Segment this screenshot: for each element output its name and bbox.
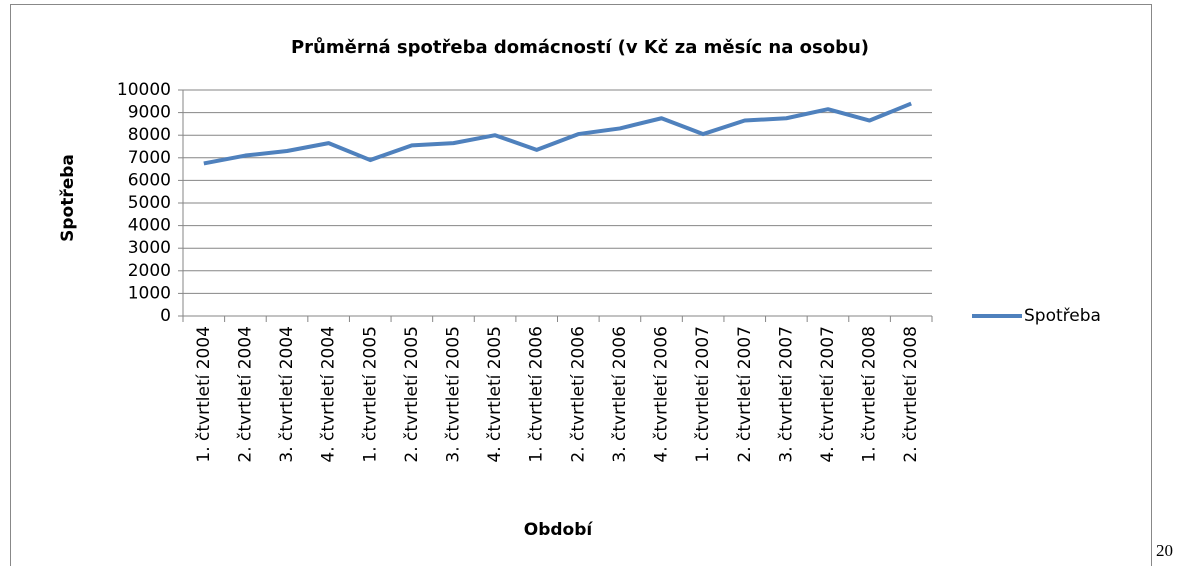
x-tick-label: 3. čtvrtletí 2004 bbox=[277, 326, 297, 463]
page-number: 20 bbox=[1156, 541, 1173, 560]
y-tick-label: 0 bbox=[160, 306, 171, 326]
x-tick-label: 2. čtvrtletí 2005 bbox=[402, 326, 422, 463]
x-tick-label: 2. čtvrtletí 2006 bbox=[568, 326, 588, 463]
y-tick-label: 9000 bbox=[128, 103, 171, 123]
x-tick-label: 3. čtvrtletí 2005 bbox=[443, 326, 463, 463]
y-tick-label: 5000 bbox=[128, 193, 171, 213]
y-tick-label: 4000 bbox=[128, 216, 171, 236]
x-tick-label: 4. čtvrtletí 2006 bbox=[652, 326, 672, 463]
x-axis-title: Období bbox=[524, 520, 594, 540]
x-tick-label: 4. čtvrtletí 2004 bbox=[319, 326, 339, 463]
data-line bbox=[203, 101, 912, 166]
x-tick-label: 1. čtvrtletí 2006 bbox=[527, 326, 547, 463]
y-tick-label: 6000 bbox=[128, 170, 171, 190]
y-tick-label: 8000 bbox=[128, 125, 171, 145]
x-tick-label: 3. čtvrtletí 2007 bbox=[776, 326, 796, 463]
x-tick-label: 2. čtvrtletí 2008 bbox=[901, 326, 921, 463]
x-tick-label: 4. čtvrtletí 2005 bbox=[485, 326, 505, 463]
x-tick-label: 4. čtvrtletí 2007 bbox=[818, 326, 838, 463]
chart-title: Průměrná spotřeba domácností (v Kč za mě… bbox=[291, 36, 869, 58]
y-tick-label: 3000 bbox=[128, 238, 171, 258]
x-tick-label: 1. čtvrtletí 2008 bbox=[860, 326, 880, 463]
x-tick-label: 2. čtvrtletí 2004 bbox=[235, 326, 255, 463]
x-tick-label: 2. čtvrtletí 2007 bbox=[735, 326, 755, 463]
y-tick-label: 1000 bbox=[128, 283, 171, 303]
y-tick-label: 2000 bbox=[128, 261, 171, 281]
y-axis-title: Spotřeba bbox=[58, 154, 78, 242]
legend-label: Spotřeba bbox=[1024, 306, 1101, 326]
chart-border bbox=[10, 4, 1152, 566]
x-tick-label: 3. čtvrtletí 2006 bbox=[610, 326, 630, 463]
x-tick-label: 1. čtvrtletí 2005 bbox=[360, 326, 380, 463]
x-tick-label: 1. čtvrtletí 2007 bbox=[693, 326, 713, 463]
y-tick-label: 7000 bbox=[128, 148, 171, 168]
y-tick-label: 10000 bbox=[117, 80, 171, 100]
x-tick-label: 1. čtvrtletí 2004 bbox=[194, 326, 214, 463]
